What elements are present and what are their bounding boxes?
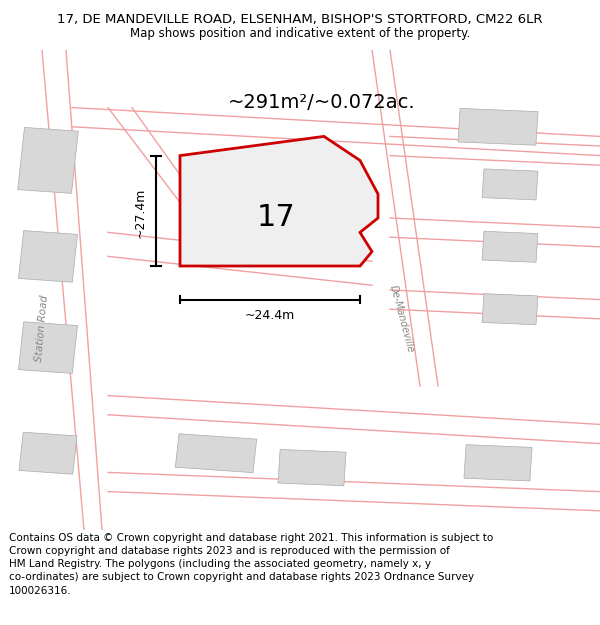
Polygon shape [482, 169, 538, 200]
Polygon shape [18, 127, 78, 193]
Text: Contains OS data © Crown copyright and database right 2021. This information is : Contains OS data © Crown copyright and d… [9, 533, 493, 596]
Polygon shape [19, 231, 77, 282]
Text: 17, DE MANDEVILLE ROAD, ELSENHAM, BISHOP'S STORTFORD, CM22 6LR: 17, DE MANDEVILLE ROAD, ELSENHAM, BISHOP… [57, 12, 543, 26]
Polygon shape [19, 322, 77, 373]
Polygon shape [175, 434, 257, 472]
Polygon shape [482, 294, 538, 325]
Text: ~27.4m: ~27.4m [134, 188, 147, 238]
Text: 17: 17 [257, 204, 295, 232]
Polygon shape [180, 136, 378, 266]
Text: ~291m²/~0.072ac.: ~291m²/~0.072ac. [228, 93, 416, 112]
Polygon shape [278, 449, 346, 486]
Polygon shape [482, 231, 538, 262]
Polygon shape [19, 432, 77, 474]
Polygon shape [464, 444, 532, 481]
Text: Station Road: Station Road [34, 294, 50, 362]
Text: ~24.4m: ~24.4m [245, 309, 295, 322]
Text: De-Mandeville: De-Mandeville [388, 284, 416, 354]
Polygon shape [458, 108, 538, 145]
Text: Map shows position and indicative extent of the property.: Map shows position and indicative extent… [130, 27, 470, 40]
Polygon shape [223, 171, 329, 246]
